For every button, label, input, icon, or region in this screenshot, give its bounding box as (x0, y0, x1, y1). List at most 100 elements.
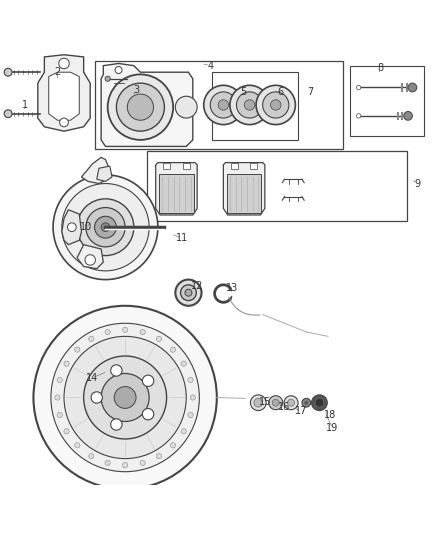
Circle shape (251, 395, 266, 410)
Circle shape (272, 399, 279, 406)
Circle shape (269, 395, 283, 410)
Text: 9: 9 (415, 179, 421, 189)
Circle shape (170, 443, 176, 448)
Circle shape (105, 460, 110, 465)
Bar (163, 163, 170, 169)
Circle shape (123, 463, 128, 468)
Text: 4: 4 (207, 61, 213, 71)
Text: 19: 19 (326, 423, 339, 433)
Circle shape (59, 58, 69, 69)
Circle shape (302, 398, 311, 407)
Circle shape (105, 76, 110, 82)
Polygon shape (155, 163, 197, 215)
Polygon shape (227, 174, 261, 213)
Circle shape (263, 92, 289, 118)
Circle shape (127, 94, 153, 120)
Text: 11: 11 (176, 233, 188, 243)
Circle shape (175, 96, 197, 118)
Circle shape (404, 111, 413, 120)
Circle shape (74, 347, 80, 352)
Text: 14: 14 (86, 373, 99, 383)
Bar (183, 163, 190, 169)
Circle shape (77, 199, 134, 256)
Circle shape (142, 375, 154, 386)
Circle shape (408, 83, 417, 92)
Circle shape (181, 429, 186, 434)
Circle shape (101, 374, 149, 422)
Circle shape (315, 398, 324, 407)
Text: 18: 18 (324, 410, 336, 420)
Circle shape (123, 327, 128, 333)
Circle shape (230, 85, 269, 125)
Text: 10: 10 (80, 222, 92, 232)
Bar (231, 163, 238, 169)
Circle shape (64, 361, 69, 366)
Polygon shape (62, 210, 81, 245)
Circle shape (288, 399, 294, 406)
Text: 3: 3 (133, 85, 139, 95)
Circle shape (181, 361, 186, 366)
Circle shape (304, 401, 308, 405)
Circle shape (156, 454, 162, 459)
Polygon shape (81, 157, 110, 183)
Circle shape (84, 356, 166, 439)
Polygon shape (223, 163, 265, 215)
Circle shape (88, 336, 94, 342)
Circle shape (111, 365, 122, 376)
Circle shape (62, 183, 149, 271)
Circle shape (210, 92, 237, 118)
Polygon shape (159, 174, 194, 213)
Text: 17: 17 (295, 407, 307, 416)
Circle shape (111, 419, 122, 430)
Circle shape (88, 454, 94, 459)
Circle shape (218, 100, 229, 110)
Circle shape (357, 85, 361, 90)
Circle shape (256, 85, 295, 125)
Circle shape (91, 392, 102, 403)
Circle shape (53, 175, 158, 280)
Bar (147, 151, 407, 221)
Circle shape (175, 280, 201, 306)
Text: 6: 6 (277, 87, 283, 97)
Polygon shape (101, 63, 193, 147)
Circle shape (101, 223, 110, 231)
Circle shape (115, 67, 122, 74)
Circle shape (140, 329, 145, 335)
Text: 8: 8 (378, 63, 384, 73)
Text: 12: 12 (191, 281, 203, 291)
Circle shape (237, 92, 263, 118)
Circle shape (64, 336, 186, 458)
Bar (251, 163, 258, 169)
Circle shape (86, 207, 125, 247)
Circle shape (180, 285, 196, 301)
Circle shape (204, 85, 243, 125)
Circle shape (85, 255, 95, 265)
Circle shape (117, 83, 164, 131)
Text: 5: 5 (240, 87, 246, 97)
Circle shape (188, 413, 193, 418)
Circle shape (57, 377, 62, 383)
Text: 16: 16 (278, 402, 290, 412)
Text: 7: 7 (307, 87, 314, 97)
Circle shape (170, 347, 176, 352)
Circle shape (357, 114, 361, 118)
Circle shape (4, 68, 12, 76)
Polygon shape (49, 72, 79, 120)
Circle shape (271, 100, 281, 110)
Circle shape (51, 323, 199, 472)
Circle shape (284, 395, 298, 410)
Circle shape (185, 289, 192, 296)
Circle shape (254, 398, 263, 407)
Text: 2: 2 (54, 67, 60, 77)
Circle shape (188, 377, 193, 383)
Circle shape (114, 386, 136, 408)
Bar (350, 66, 424, 135)
Circle shape (108, 75, 173, 140)
Circle shape (4, 110, 12, 118)
Circle shape (190, 395, 195, 400)
Circle shape (142, 408, 154, 420)
Circle shape (55, 395, 60, 400)
Bar (95, 61, 343, 149)
Polygon shape (97, 166, 112, 181)
Circle shape (140, 460, 145, 465)
